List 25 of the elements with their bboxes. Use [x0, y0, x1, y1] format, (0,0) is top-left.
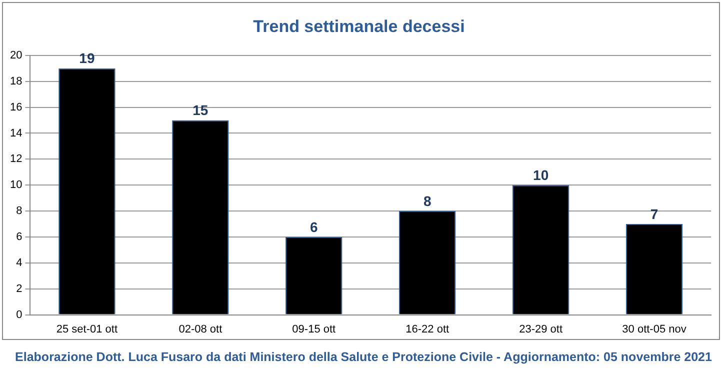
y-tick-label: 16: [10, 101, 22, 114]
y-tick-label: 8: [16, 205, 22, 218]
y-tick-label: 2: [16, 282, 22, 295]
y-tick-label: 10: [10, 179, 22, 192]
x-tick-label: 30 ott-05 nov: [622, 323, 687, 336]
data-label: 7: [650, 206, 658, 222]
y-tick-label: 4: [16, 256, 22, 269]
x-tick-label: 09-15 ott: [292, 323, 336, 336]
x-tick-label: 23-29 ott: [519, 323, 563, 336]
y-tick-label: 12: [10, 153, 22, 166]
data-label: 8: [423, 192, 432, 209]
y-tick-label: 18: [10, 75, 22, 88]
data-label: 6: [310, 218, 318, 235]
x-tick-label: 25 set-01 ott: [56, 323, 118, 336]
chart-title: Trend settimanale decessi: [253, 16, 465, 36]
y-tick-label: 6: [16, 231, 22, 244]
text: Elaborazione Dott. Luca Fusaro da dati Ministero della Salute e Protezione Civile - Aggiornamento: 05 novembre 2021: [14, 350, 713, 364]
data-label: 15: [192, 102, 208, 118]
x-tick-label: 16-22 ott: [406, 323, 450, 336]
y-tick-label: 0: [16, 308, 22, 321]
data-label: 10: [533, 166, 549, 183]
y-tick-label: 14: [10, 127, 22, 140]
data-label: 19: [79, 50, 95, 66]
y-tick-label: 20: [10, 49, 22, 62]
x-tick-label: 02-08 ott: [178, 323, 222, 336]
